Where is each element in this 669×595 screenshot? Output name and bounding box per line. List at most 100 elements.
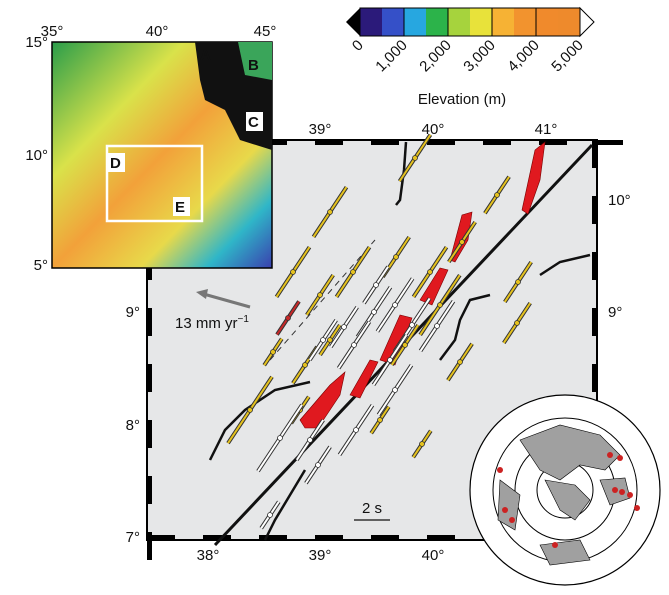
inset-box — [105, 144, 204, 223]
station — [317, 292, 323, 298]
map-coord-label: 40° — [422, 121, 445, 138]
colorbar-segment — [492, 8, 515, 36]
station — [302, 362, 308, 368]
station — [267, 512, 273, 518]
station — [307, 437, 313, 443]
border-segment — [592, 140, 597, 168]
station — [392, 302, 398, 308]
colorbar-segment — [470, 8, 493, 36]
station — [434, 323, 440, 329]
border-segment — [147, 476, 152, 504]
colorbar-end — [346, 8, 360, 36]
border-segment — [147, 535, 175, 540]
inset-lon-label: 45° — [254, 23, 277, 40]
border-segment — [259, 140, 287, 145]
station — [412, 155, 418, 161]
colorbar-tick-label: 0 — [349, 37, 367, 55]
station — [515, 279, 521, 285]
station — [315, 462, 321, 468]
border-segment — [147, 420, 152, 448]
colorbar-tick-label: 5,000 — [548, 37, 587, 76]
border-segment — [427, 140, 455, 145]
station — [419, 441, 425, 447]
inset-arabia — [238, 42, 272, 80]
colorbar-segment — [536, 8, 559, 36]
station — [494, 192, 500, 198]
map-coord-label: 9° — [126, 304, 140, 321]
inset-lat-label: 10° — [25, 147, 48, 164]
station — [320, 337, 326, 343]
inset-lon-label: 40° — [146, 23, 169, 40]
colorbar-end — [579, 6, 595, 38]
inset-lat-label: 15° — [25, 34, 48, 51]
colorbar-segment — [558, 8, 581, 36]
colorbar-segment — [448, 8, 471, 36]
station — [351, 342, 357, 348]
border-segment — [592, 252, 597, 280]
colorbar-tick-label: 3,000 — [460, 37, 499, 76]
border-segment — [371, 140, 399, 145]
colorbar: 0 1,000 2,000 3,000 4,000 5,000 — [346, 6, 595, 76]
border-segment — [315, 140, 343, 145]
region-label: C — [248, 114, 259, 131]
colorbar-segment — [382, 8, 405, 36]
velocity-scale-label: 13 mm yr−1 — [175, 314, 249, 332]
colorbar-tick-label: 4,000 — [504, 37, 543, 76]
station — [327, 337, 333, 343]
map-coord-label: 39° — [309, 121, 332, 138]
map-coord-label: 7° — [126, 529, 140, 546]
colorbar-tick-label: 2,000 — [416, 37, 455, 76]
globe — [469, 394, 661, 586]
split-scale-label: 2 s — [362, 500, 382, 517]
station — [392, 387, 398, 393]
border-segment — [147, 364, 152, 392]
station — [371, 309, 377, 315]
border-segment — [592, 364, 597, 392]
station — [437, 302, 443, 308]
colorbar-segment — [404, 8, 427, 36]
scale-arrowhead — [196, 289, 208, 299]
border-segment — [147, 532, 152, 560]
region-label: D — [110, 155, 121, 172]
colorbar-title: Elevation (m) — [418, 91, 506, 108]
faults — [208, 141, 591, 541]
station — [514, 320, 520, 326]
region-label: A — [200, 47, 211, 64]
inset-lon-label: 35° — [41, 23, 64, 40]
station — [459, 239, 465, 245]
region-label-box — [173, 197, 190, 216]
region-label-box — [246, 112, 263, 131]
station — [427, 269, 433, 275]
split-arrows — [226, 133, 533, 530]
colorbar-segment — [360, 8, 383, 36]
region-label: E — [175, 199, 185, 216]
station — [277, 435, 283, 441]
map-coord-label: 39° — [309, 547, 332, 564]
border-segment — [595, 140, 623, 145]
station — [341, 324, 347, 330]
border-segment — [371, 535, 399, 540]
border-segment — [592, 308, 597, 336]
region-label: B — [248, 57, 259, 74]
dashed-fault — [269, 239, 376, 361]
map-coord-label: 38° — [197, 547, 220, 564]
colorbar-tick-label: 1,000 — [372, 37, 411, 76]
border-segment — [147, 308, 152, 336]
station — [387, 357, 393, 363]
station — [457, 359, 463, 365]
map-coord-label: 8° — [126, 417, 140, 434]
inset-lat-label: 5° — [34, 257, 48, 274]
border-segment — [427, 535, 455, 540]
station — [377, 417, 383, 423]
border-segment — [203, 535, 231, 540]
station — [350, 269, 356, 275]
station — [327, 209, 333, 215]
map-coord-label: 9° — [608, 304, 622, 321]
border-segment — [592, 196, 597, 224]
station — [270, 349, 276, 355]
station — [353, 427, 359, 433]
border-segment — [259, 535, 287, 540]
colorbar-segment — [514, 8, 537, 36]
map-coord-label: 10° — [608, 192, 631, 209]
